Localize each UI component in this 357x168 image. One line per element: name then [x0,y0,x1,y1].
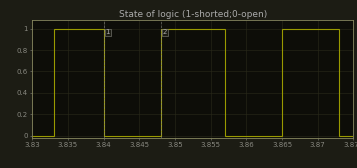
Text: 1: 1 [106,29,110,35]
Text: 2: 2 [163,29,167,35]
Title: State of logic (1-shorted;0-open): State of logic (1-shorted;0-open) [119,10,267,19]
